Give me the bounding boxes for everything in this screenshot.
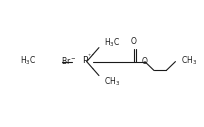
Text: H$_3$C: H$_3$C <box>20 55 37 67</box>
Text: O: O <box>131 37 136 46</box>
Text: CH$_3$: CH$_3$ <box>181 55 197 67</box>
Text: P: P <box>82 57 87 65</box>
Text: $^+$: $^+$ <box>87 53 93 58</box>
Text: O: O <box>142 57 148 66</box>
Text: H$_3$C: H$_3$C <box>104 36 120 49</box>
Text: Br$^-$: Br$^-$ <box>61 55 76 66</box>
Text: CH$_3$: CH$_3$ <box>104 75 120 88</box>
